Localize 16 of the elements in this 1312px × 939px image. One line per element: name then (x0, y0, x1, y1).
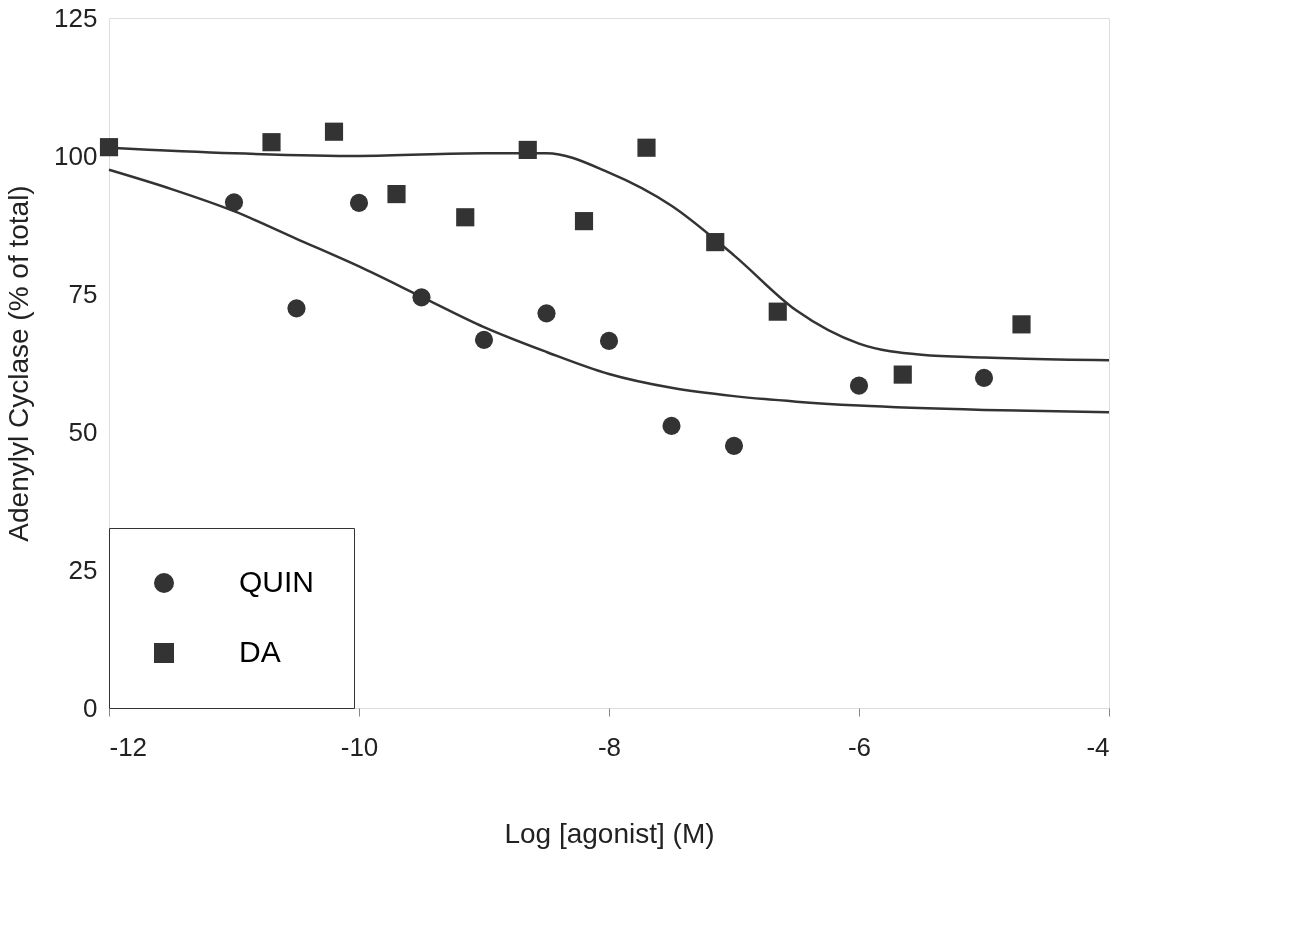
y-tick-label: 50 (68, 416, 98, 447)
x-tick-label: -12 (109, 731, 148, 762)
y-tick-label: 125 (54, 2, 98, 33)
x-axis-title: Log [agonist] (M) (504, 817, 715, 849)
y-axis-title: Adenylyl Cyclase (% of total) (3, 185, 35, 542)
x-tick-label: -10 (340, 731, 379, 762)
x-tick-label: -6 (847, 731, 872, 762)
y-tick-label: 25 (68, 554, 98, 585)
line-series (107, 168, 1111, 414)
legend-label: QUIN (239, 565, 314, 598)
x-tick-label: -8 (597, 731, 622, 762)
legend-label: DA (239, 635, 281, 668)
y-tick-label: 75 (68, 278, 98, 309)
y-tick-label: 0 (83, 692, 98, 723)
x-tick-label: -4 (1086, 731, 1110, 762)
y-tick-label: 100 (54, 140, 98, 171)
